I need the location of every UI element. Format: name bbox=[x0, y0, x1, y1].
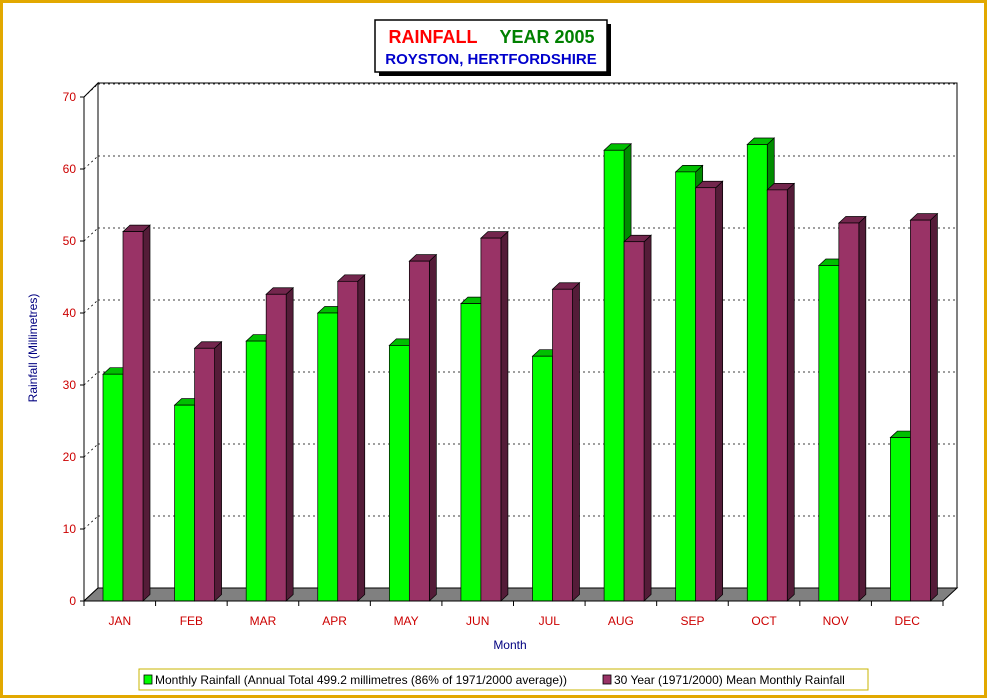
gridline-side bbox=[83, 515, 99, 530]
x-tick-label: FEB bbox=[180, 614, 203, 628]
chart-subtitle: ROYSTON, HERTFORDSHIRE bbox=[385, 51, 596, 68]
bar-front-face bbox=[265, 293, 287, 602]
bar-oct-series-1 bbox=[766, 182, 796, 602]
bars bbox=[102, 137, 939, 602]
y-tick-label: 50 bbox=[63, 234, 77, 248]
plot-area bbox=[82, 81, 959, 603]
bar-front-face bbox=[552, 288, 573, 602]
gridline-side bbox=[83, 227, 99, 242]
x-tick-label: MAY bbox=[394, 614, 419, 628]
x-tick-label: MAR bbox=[250, 614, 277, 628]
bar-side-face bbox=[357, 274, 366, 602]
bar-side-face bbox=[214, 340, 222, 602]
bar-side-face bbox=[643, 234, 652, 602]
bar-front-face bbox=[890, 437, 911, 602]
x-tick-label: AUG bbox=[608, 614, 634, 628]
y-tick-label: 0 bbox=[69, 594, 76, 608]
bar-front-face bbox=[388, 345, 410, 602]
bar-jan-series-1 bbox=[122, 224, 151, 602]
bar-front-face bbox=[838, 222, 860, 602]
gridline-side bbox=[83, 299, 99, 314]
bar-may-series-1 bbox=[408, 253, 438, 602]
bar-side-face bbox=[930, 212, 938, 602]
bar-front-face bbox=[194, 347, 215, 602]
bar-front-face bbox=[122, 231, 144, 602]
x-tick-label: DEC bbox=[895, 614, 921, 628]
bar-front-face bbox=[245, 340, 267, 602]
y-tick-label: 20 bbox=[63, 450, 77, 464]
bar-side-face bbox=[285, 286, 294, 602]
bar-front-face bbox=[910, 219, 931, 602]
plot-left-wall bbox=[83, 81, 99, 603]
y-axis-ticks: 0 10 20 30 40 50 60 70 bbox=[63, 90, 84, 608]
gridline-side bbox=[83, 371, 99, 386]
bar-jul-series-1 bbox=[551, 281, 581, 602]
x-axis-ticks: JAN FEB MAR APR MAY JUN JUL AUG SEP OCT NOV DEC bbox=[83, 600, 944, 628]
bar-side-face bbox=[500, 230, 509, 602]
bar-aug-series-1 bbox=[623, 234, 652, 602]
chart-title-year: YEAR 2005 bbox=[499, 27, 594, 47]
bar-dec-series-1 bbox=[909, 212, 939, 602]
bar-front-face bbox=[532, 355, 553, 602]
bar-front-face bbox=[675, 171, 697, 602]
bar-front-face bbox=[317, 312, 339, 602]
bar-side-face bbox=[786, 182, 795, 602]
bar-front-face bbox=[174, 404, 195, 602]
x-tick-label: JAN bbox=[108, 614, 131, 628]
bar-front-face bbox=[623, 241, 645, 602]
legend-label-monthly: Monthly Rainfall (Annual Total 499.2 mil… bbox=[155, 673, 567, 687]
gridline-side bbox=[83, 155, 99, 170]
gridlines bbox=[83, 83, 957, 530]
legend-label-mean: 30 Year (1971/2000) Mean Monthly Rainfal… bbox=[614, 673, 845, 687]
bar-front-face bbox=[695, 187, 717, 602]
x-tick-label: OCT bbox=[751, 614, 777, 628]
x-tick-label: JUN bbox=[466, 614, 489, 628]
bar-front-face bbox=[766, 189, 788, 602]
bar-side-face bbox=[858, 215, 867, 602]
legend-box bbox=[138, 668, 869, 691]
bar-side-face bbox=[142, 224, 151, 602]
bar-jun-series-1 bbox=[480, 230, 509, 602]
chart-title-rainfall: RAINFALL bbox=[389, 27, 478, 47]
bar-front-face bbox=[818, 265, 840, 602]
x-tick-label: NOV bbox=[823, 614, 849, 628]
bar-side-face bbox=[428, 253, 437, 602]
bar-mar-series-1 bbox=[265, 286, 295, 602]
legend-swatch-mean bbox=[602, 674, 612, 685]
bar-side-face bbox=[572, 281, 580, 602]
bar-side-face bbox=[715, 180, 724, 602]
bar-front-face bbox=[480, 237, 502, 602]
bar-nov-series-1 bbox=[837, 215, 867, 602]
y-axis-label: Rainfall (Millimetres) bbox=[26, 294, 40, 403]
y-tick-label: 30 bbox=[63, 378, 77, 392]
x-tick-label: APR bbox=[322, 614, 347, 628]
bar-front-face bbox=[460, 303, 482, 602]
legend: Monthly Rainfall (Annual Total 499.2 mil… bbox=[138, 668, 869, 691]
legend-swatch-monthly bbox=[143, 674, 153, 685]
bar-feb-series-1 bbox=[193, 340, 223, 602]
y-tick-label: 40 bbox=[63, 306, 77, 320]
bar-apr-series-1 bbox=[336, 274, 366, 602]
x-tick-label: SEP bbox=[680, 614, 704, 628]
x-tick-label: JUL bbox=[539, 614, 561, 628]
title-box: RAINFALL YEAR 2005 ROYSTON, HERTFORDSHIR… bbox=[374, 19, 611, 76]
gridline-side bbox=[83, 83, 99, 98]
x-axis-label: Month bbox=[493, 638, 526, 652]
gridline-side bbox=[83, 443, 99, 458]
bar-sep-series-1 bbox=[694, 180, 724, 602]
bar-front-face bbox=[746, 144, 768, 602]
bar-front-face bbox=[337, 280, 359, 602]
y-tick-label: 70 bbox=[63, 90, 77, 104]
y-tick-label: 60 bbox=[63, 162, 77, 176]
bar-front-face bbox=[408, 260, 430, 602]
y-tick-label: 10 bbox=[63, 522, 77, 536]
bar-front-face bbox=[102, 373, 124, 602]
bar-front-face bbox=[603, 149, 625, 602]
